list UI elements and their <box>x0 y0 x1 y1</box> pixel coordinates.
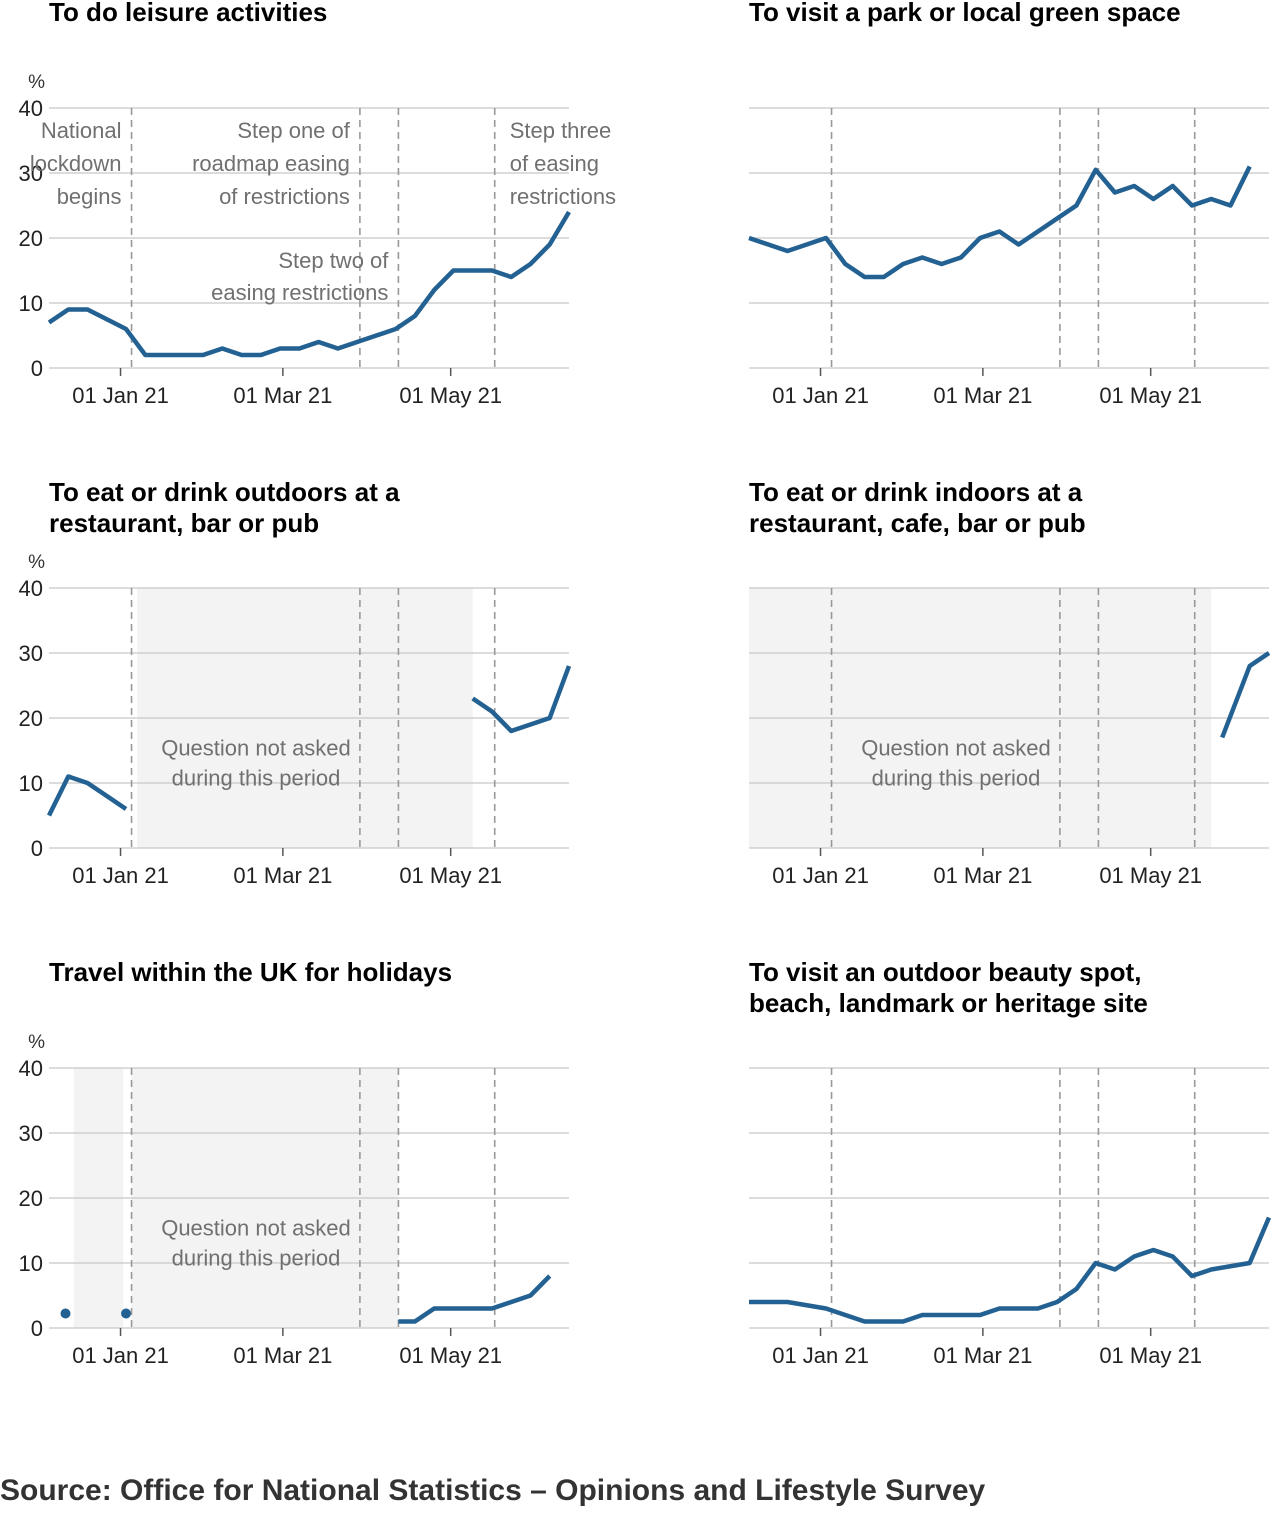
y-unit-label: % <box>28 1032 45 1053</box>
small-multiples-charts: 0 10 20 30 40% 01 Jan 21 01 Mar 21 01 May 21 Nat… <box>19 72 1272 1368</box>
x-tick-label: 01 Jan 21 <box>72 1343 169 1368</box>
y-tick-label: 30 <box>19 1121 43 1146</box>
source-note: Source: Office for National Statistics –… <box>0 1474 986 1507</box>
y-unit-label: % <box>28 72 45 93</box>
x-tick-label: 01 May 21 <box>1099 1343 1202 1368</box>
x-tick-label: 01 Jan 21 <box>72 383 169 408</box>
x-tick-label: 01 May 21 <box>1099 383 1202 408</box>
y-tick-label: 30 <box>19 161 43 186</box>
x-tick-label: 01 Mar 21 <box>233 383 332 408</box>
y-tick-label: 20 <box>19 706 43 731</box>
x-tick-label: 01 Jan 21 <box>72 863 169 888</box>
y-unit-label: % <box>28 552 45 573</box>
x-tick-label: 01 Jan 21 <box>772 383 869 408</box>
chart-panel-0: 0 10 20 30 40% 01 Jan 21 01 Mar 21 01 May 21 Nat… <box>19 72 617 408</box>
annotation-lockdown: National lockdown begins <box>30 118 122 209</box>
series-line <box>748 165 1252 280</box>
chart-title-uk-holidays: Travel within the UK for holidays <box>49 957 453 987</box>
annotation-step-two: Step two of easing restrictions <box>211 248 389 305</box>
chart-panel-4: 0 10 20 30 40% 01 Jan 21 01 Mar 21 01 May 21 Que… <box>19 1032 569 1368</box>
y-tick-label: 0 <box>31 356 43 381</box>
chart-title-leisure: To do leisure activities <box>49 0 328 27</box>
series-line <box>47 210 571 358</box>
annotation-step-three: Step three of easing restrictions <box>510 118 616 209</box>
y-tick-label: 10 <box>19 291 43 316</box>
x-tick-label: 01 Mar 21 <box>933 863 1032 888</box>
series-line <box>398 1274 552 1324</box>
y-tick-label: 0 <box>31 1316 43 1341</box>
y-tick-label: 10 <box>19 1251 43 1276</box>
chart-title-park: To visit a park or local green space <box>749 0 1181 27</box>
chart-panel-5: 01 Jan 21 01 Mar 21 01 May 21 <box>749 1067 1272 1368</box>
x-tick-label: 01 Mar 21 <box>233 1343 332 1368</box>
y-tick-label: 40 <box>19 1056 43 1081</box>
x-tick-label: 01 May 21 <box>1099 863 1202 888</box>
x-tick-label: 01 Mar 21 <box>233 863 332 888</box>
chart-panel-1: 01 Jan 21 01 Mar 21 01 May 21 <box>748 107 1269 408</box>
annotation-step-one: Step one of roadmap easing of restrictions <box>192 118 351 209</box>
x-tick-label: 01 May 21 <box>399 1343 502 1368</box>
chart-title-eat-outdoors: To eat or drink outdoors at a restaurant… <box>49 477 400 538</box>
shaded-label: Question not asked during this period <box>161 1216 351 1271</box>
y-tick-label: 10 <box>19 771 43 796</box>
series-line <box>46 774 128 817</box>
x-tick-label: 01 Mar 21 <box>933 383 1032 408</box>
chart-title-beauty-spot: To visit an outdoor beauty spot, beach, … <box>749 957 1148 1018</box>
series-line <box>471 665 572 734</box>
chart-panel-2: 0 10 20 30 40% 01 Jan 21 01 Mar 21 01 May 21 Que… <box>19 552 572 888</box>
x-tick-label: 01 Jan 21 <box>772 1343 869 1368</box>
y-tick-label: 20 <box>19 226 43 251</box>
x-tick-label: 01 Jan 21 <box>772 863 869 888</box>
series-line <box>749 1216 1272 1324</box>
y-tick-label: 20 <box>19 1186 43 1211</box>
y-tick-label: 30 <box>19 641 43 666</box>
chart-title-eat-indoors: To eat or drink indoors at a restaurant,… <box>749 477 1086 538</box>
data-point <box>60 1308 71 1319</box>
shaded-label: Question not asked during this period <box>861 736 1051 791</box>
y-tick-label: 0 <box>31 836 43 861</box>
x-tick-label: 01 May 21 <box>399 383 502 408</box>
x-tick-label: 01 May 21 <box>399 863 502 888</box>
chart-panel-3: 01 Jan 21 01 Mar 21 01 May 21 Question not … <box>749 587 1271 888</box>
data-point <box>121 1308 132 1319</box>
y-tick-label: 40 <box>19 576 43 601</box>
x-tick-label: 01 Mar 21 <box>933 1343 1032 1368</box>
y-tick-label: 40 <box>19 96 43 121</box>
series-line <box>1220 651 1271 739</box>
shaded-label: Question not asked during this period <box>161 736 351 791</box>
